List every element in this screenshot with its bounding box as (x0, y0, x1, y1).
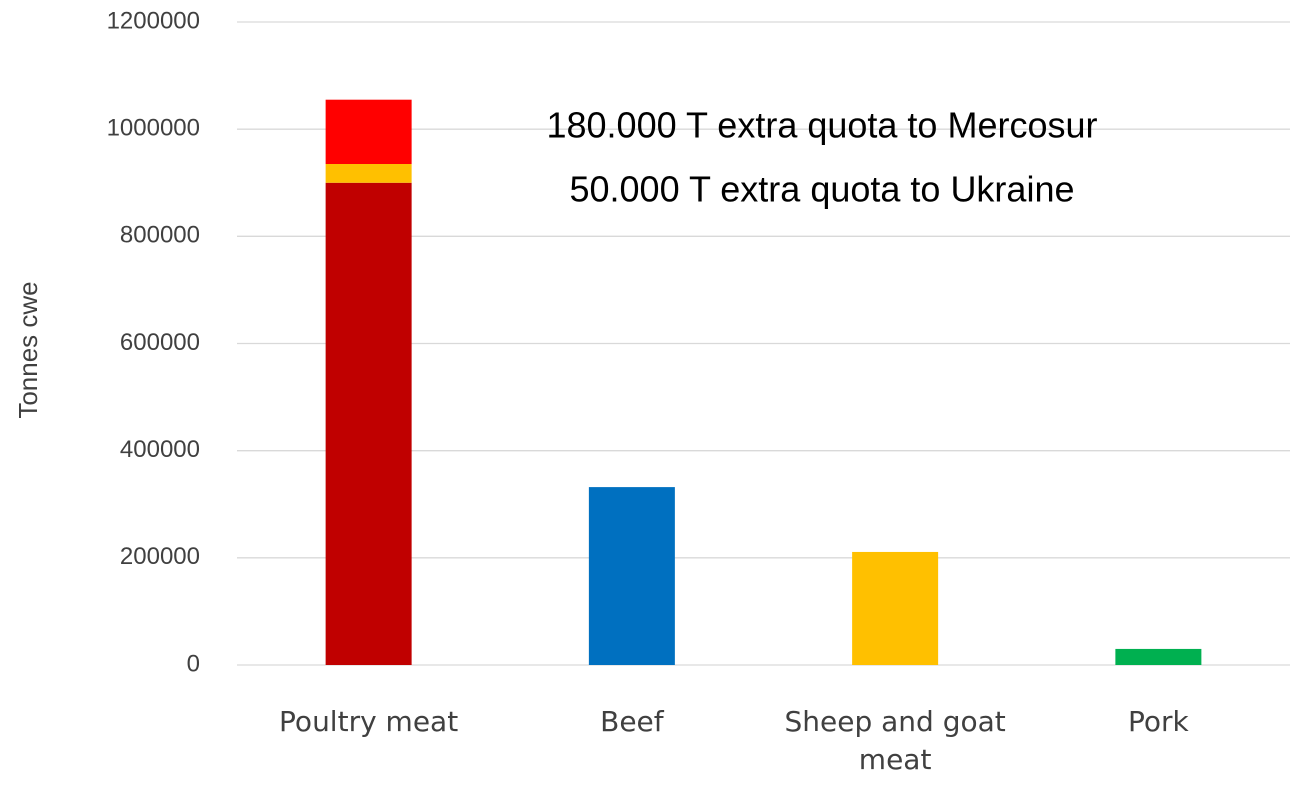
y-tick-label: 1200000 (107, 7, 200, 34)
y-tick-label: 200000 (120, 543, 200, 570)
y-tick-label: 0 (187, 650, 200, 677)
y-tick-label: 600000 (120, 329, 200, 356)
bar-segment (588, 487, 675, 665)
x-tick-label: Pork (1128, 705, 1189, 738)
y-tick-label: 800000 (120, 222, 200, 249)
x-tick-label: Sheep and goat meat (784, 705, 1006, 776)
bar-segment (325, 182, 412, 665)
bar-segment (1115, 648, 1202, 665)
bar-segment (325, 99, 412, 164)
x-tick-label: Poultry meat (279, 705, 459, 738)
bar-segment (325, 163, 412, 183)
x-tick-label: Beef (600, 705, 664, 738)
y-tick-label: 400000 (120, 436, 200, 463)
y-tick-label: 1000000 (107, 115, 200, 142)
y-axis-title: Tonnes cwe (13, 281, 43, 418)
annotation: 50.000 T extra quota to Ukraine (569, 169, 1074, 210)
bar-segment (852, 551, 939, 665)
annotation: 180.000 T extra quota to Mercosur (546, 105, 1097, 146)
